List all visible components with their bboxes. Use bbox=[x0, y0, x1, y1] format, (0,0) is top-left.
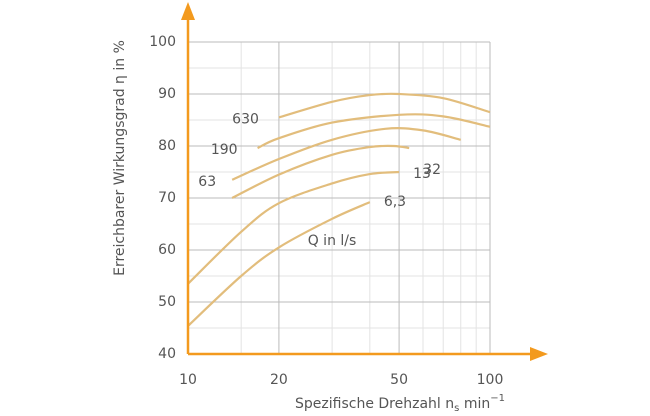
series-label: 13 bbox=[413, 166, 431, 182]
annotation: Q in l/s bbox=[308, 233, 357, 249]
y-tick-label: 40 bbox=[158, 346, 176, 362]
x-tick-label: 50 bbox=[390, 372, 408, 388]
x-tick-label: 10 bbox=[179, 372, 197, 388]
series-line bbox=[231, 144, 410, 199]
series-label: 32 bbox=[423, 162, 441, 178]
series-label: 6,3 bbox=[384, 194, 406, 210]
y-tick-label: 80 bbox=[158, 138, 176, 154]
series-line bbox=[187, 170, 400, 285]
y-tick-label: 100 bbox=[149, 34, 176, 50]
y-tick-label: 60 bbox=[158, 242, 176, 258]
series-label: 190 bbox=[211, 142, 238, 158]
y-axis-arrow bbox=[181, 2, 195, 20]
series-line bbox=[187, 201, 371, 327]
series-line bbox=[257, 113, 491, 150]
y-tick-label: 70 bbox=[158, 190, 176, 206]
x-axis-label: Spezifische Drehzahl ns min−1 bbox=[295, 393, 505, 414]
x-axis-arrow bbox=[530, 347, 548, 361]
series-label: 63 bbox=[198, 174, 216, 190]
x-tick-label: 100 bbox=[477, 372, 504, 388]
x-tick-label: 20 bbox=[270, 372, 288, 388]
y-tick-label: 50 bbox=[158, 294, 176, 310]
series-label: 630 bbox=[232, 111, 259, 127]
y-axis-label: Erreichbarer Wirkungsgrad η in % bbox=[112, 40, 128, 276]
y-tick-label: 90 bbox=[158, 86, 176, 102]
series-line bbox=[278, 92, 491, 119]
series-line bbox=[231, 127, 461, 181]
